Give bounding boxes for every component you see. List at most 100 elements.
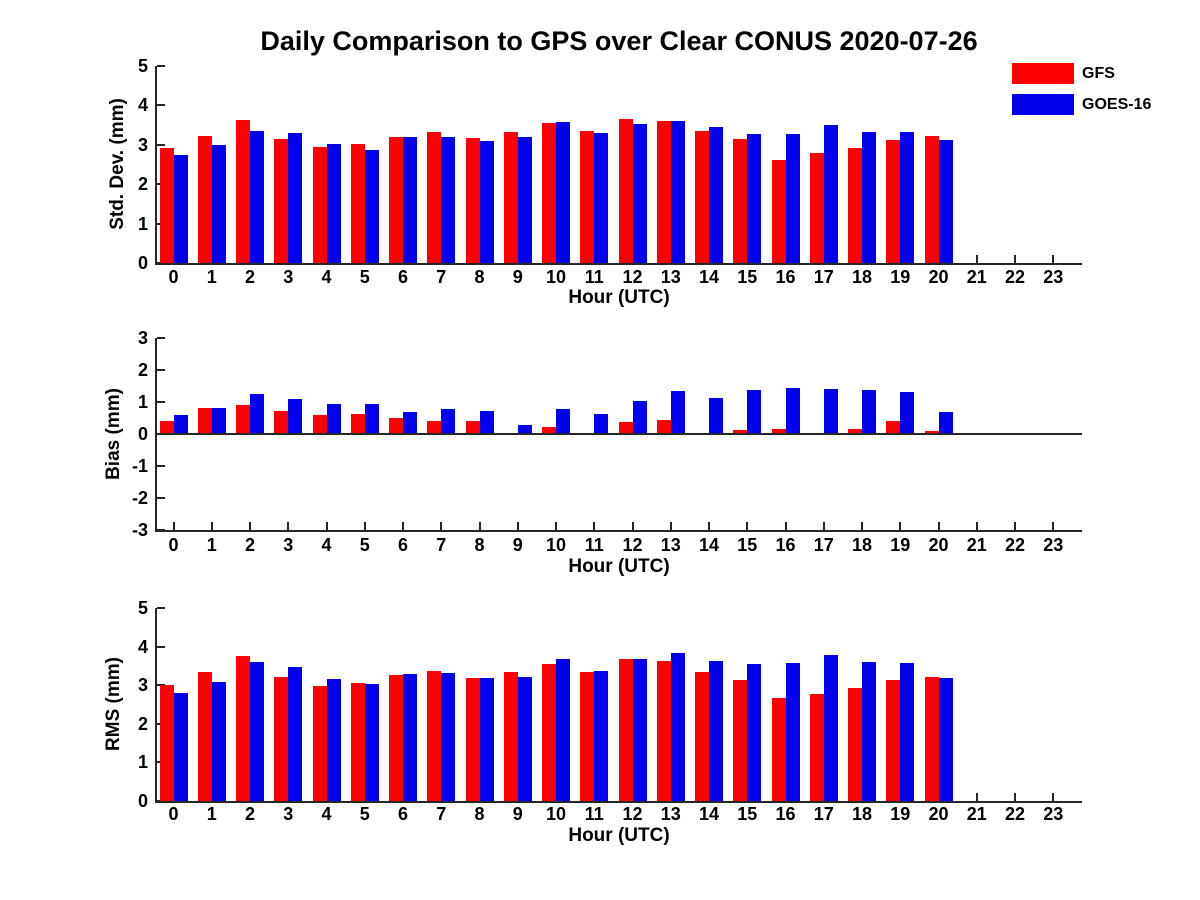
hour-label: 13 xyxy=(660,804,681,824)
bar-goes16 xyxy=(709,661,723,801)
y-tick xyxy=(157,761,165,764)
y-tick xyxy=(157,800,165,802)
hour-label: 7 xyxy=(436,535,447,555)
bar-goes16 xyxy=(479,678,494,801)
bar-goes16 xyxy=(556,409,570,434)
hour-label: 14 xyxy=(698,804,720,824)
x-tick xyxy=(249,522,251,530)
x-tick xyxy=(631,255,634,263)
bar-goes16 xyxy=(823,655,838,801)
y-axis-label-rms: RMS (mm) xyxy=(103,657,124,751)
hour-label: 11 xyxy=(584,535,604,555)
hour-label: 16 xyxy=(775,535,796,555)
bar-gfs xyxy=(656,661,671,801)
bar-gfs xyxy=(197,408,212,434)
x-tick xyxy=(746,793,749,801)
hour-label: 17 xyxy=(813,535,834,555)
bar-goes16 xyxy=(364,404,379,434)
hour-label: 4 xyxy=(321,267,332,287)
bar-gfs xyxy=(542,123,556,263)
legend-label-goes16: GOES-16 xyxy=(1082,96,1152,113)
bar-gfs xyxy=(350,414,365,434)
x-tick xyxy=(593,793,596,801)
hour-label: 11 xyxy=(584,804,604,824)
bar-goes16 xyxy=(900,132,915,263)
bar-goes16 xyxy=(594,133,609,263)
y-tick-label: 1 xyxy=(137,752,148,773)
hour-label: 0 xyxy=(168,804,179,824)
hour-label: 23 xyxy=(1043,267,1064,287)
hour-label: 0 xyxy=(168,535,179,555)
zero-line xyxy=(155,433,1082,435)
bar-gfs xyxy=(924,136,939,263)
y-axis-label-std-dev: Std. Dev. (mm) xyxy=(107,98,128,230)
hour-label: 8 xyxy=(474,535,485,555)
bar-gfs xyxy=(312,686,327,801)
bar-gfs xyxy=(427,132,442,263)
bar-gfs xyxy=(924,431,939,434)
x-tick xyxy=(593,522,596,530)
y-tick xyxy=(157,401,165,403)
bar-gfs xyxy=(236,656,250,801)
bar-gfs xyxy=(350,683,365,801)
bar-gfs xyxy=(503,433,518,434)
x-tick xyxy=(631,793,634,801)
bar-gfs xyxy=(848,688,862,801)
hour-label: 16 xyxy=(775,804,796,824)
bar-gfs xyxy=(656,420,671,434)
x-tick xyxy=(669,793,672,801)
y-tick xyxy=(157,529,165,531)
bar-goes16 xyxy=(211,408,226,434)
hour-label: 4 xyxy=(321,535,332,555)
bar-goes16 xyxy=(556,659,570,801)
hour-label: 6 xyxy=(397,535,408,555)
x-axis-label-bias: Hour (UTC) xyxy=(568,556,670,577)
x-tick xyxy=(210,522,213,530)
bar-gfs xyxy=(503,132,518,263)
hour-label: 7 xyxy=(436,267,447,287)
bar-gfs xyxy=(389,418,403,434)
hour-label: 20 xyxy=(928,267,949,287)
hour-label: 21 xyxy=(966,804,987,824)
x-tick xyxy=(287,255,290,263)
hour-label: 23 xyxy=(1043,804,1064,824)
hour-label: 19 xyxy=(890,535,911,555)
hour-label: 18 xyxy=(851,535,873,555)
x-tick xyxy=(975,255,978,263)
y-tick-label: 2 xyxy=(137,360,148,380)
y-tick xyxy=(157,104,165,107)
x-tick xyxy=(172,255,175,263)
bar-goes16 xyxy=(785,134,800,263)
y-tick-label: 5 xyxy=(137,56,148,76)
x-axis-spine xyxy=(155,801,1082,803)
bar-gfs xyxy=(197,672,212,801)
bar-gfs xyxy=(159,421,174,434)
y-axis-spine xyxy=(155,66,157,265)
hour-label: 13 xyxy=(660,535,681,555)
bar-goes16 xyxy=(556,122,570,263)
hour-label: 2 xyxy=(244,535,255,555)
hour-label: 18 xyxy=(851,267,873,287)
x-tick xyxy=(822,255,825,263)
bar-goes16 xyxy=(938,140,953,263)
bar-goes16 xyxy=(288,667,303,801)
bar-goes16 xyxy=(785,388,800,434)
bar-goes16 xyxy=(403,137,417,263)
x-tick xyxy=(555,522,557,530)
bar-gfs xyxy=(618,119,633,263)
bar-gfs xyxy=(580,672,595,801)
bar-gfs xyxy=(733,680,748,801)
x-tick xyxy=(937,255,940,263)
x-axis-label-rms: Hour (UTC) xyxy=(568,825,670,846)
bar-goes16 xyxy=(594,671,609,801)
bar-goes16 xyxy=(403,674,417,801)
x-tick xyxy=(593,255,596,263)
bar-goes16 xyxy=(632,124,647,263)
x-tick xyxy=(899,793,902,801)
x-tick xyxy=(669,522,672,530)
bar-gfs xyxy=(389,675,403,801)
bar-goes16 xyxy=(479,141,494,263)
bar-gfs xyxy=(580,433,595,434)
bar-goes16 xyxy=(441,409,456,434)
